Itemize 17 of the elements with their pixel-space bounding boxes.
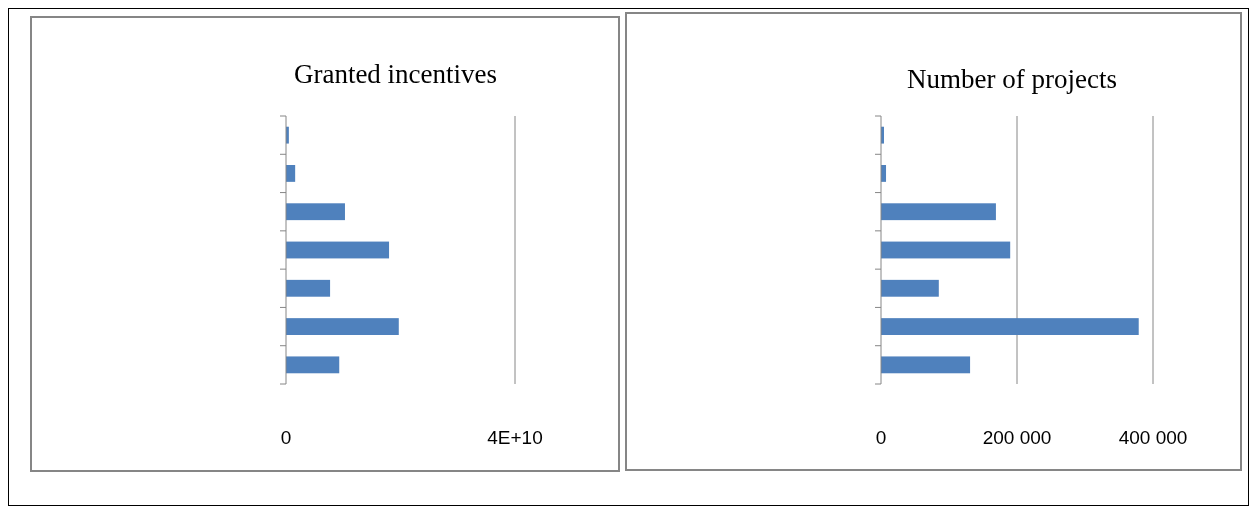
- bar: [286, 356, 340, 374]
- bar: [286, 279, 331, 297]
- bar: [881, 241, 1011, 259]
- bar: [881, 318, 1139, 335]
- x-tick-label: 200 000: [982, 427, 1052, 448]
- bar: [286, 203, 345, 221]
- chart-title: Number of projects: [907, 64, 1117, 94]
- x-tick-label: 400 000: [1118, 427, 1188, 448]
- bar: [881, 279, 939, 297]
- bar: [881, 203, 996, 221]
- x-tick-label: 0: [875, 427, 887, 448]
- x-tick-label: 0: [280, 427, 292, 448]
- x-tick-label: 4E+10: [487, 427, 543, 448]
- bar: [881, 356, 971, 374]
- bar: [286, 318, 399, 335]
- bar: [286, 241, 390, 259]
- chart-title: Granted incentives: [293, 59, 498, 89]
